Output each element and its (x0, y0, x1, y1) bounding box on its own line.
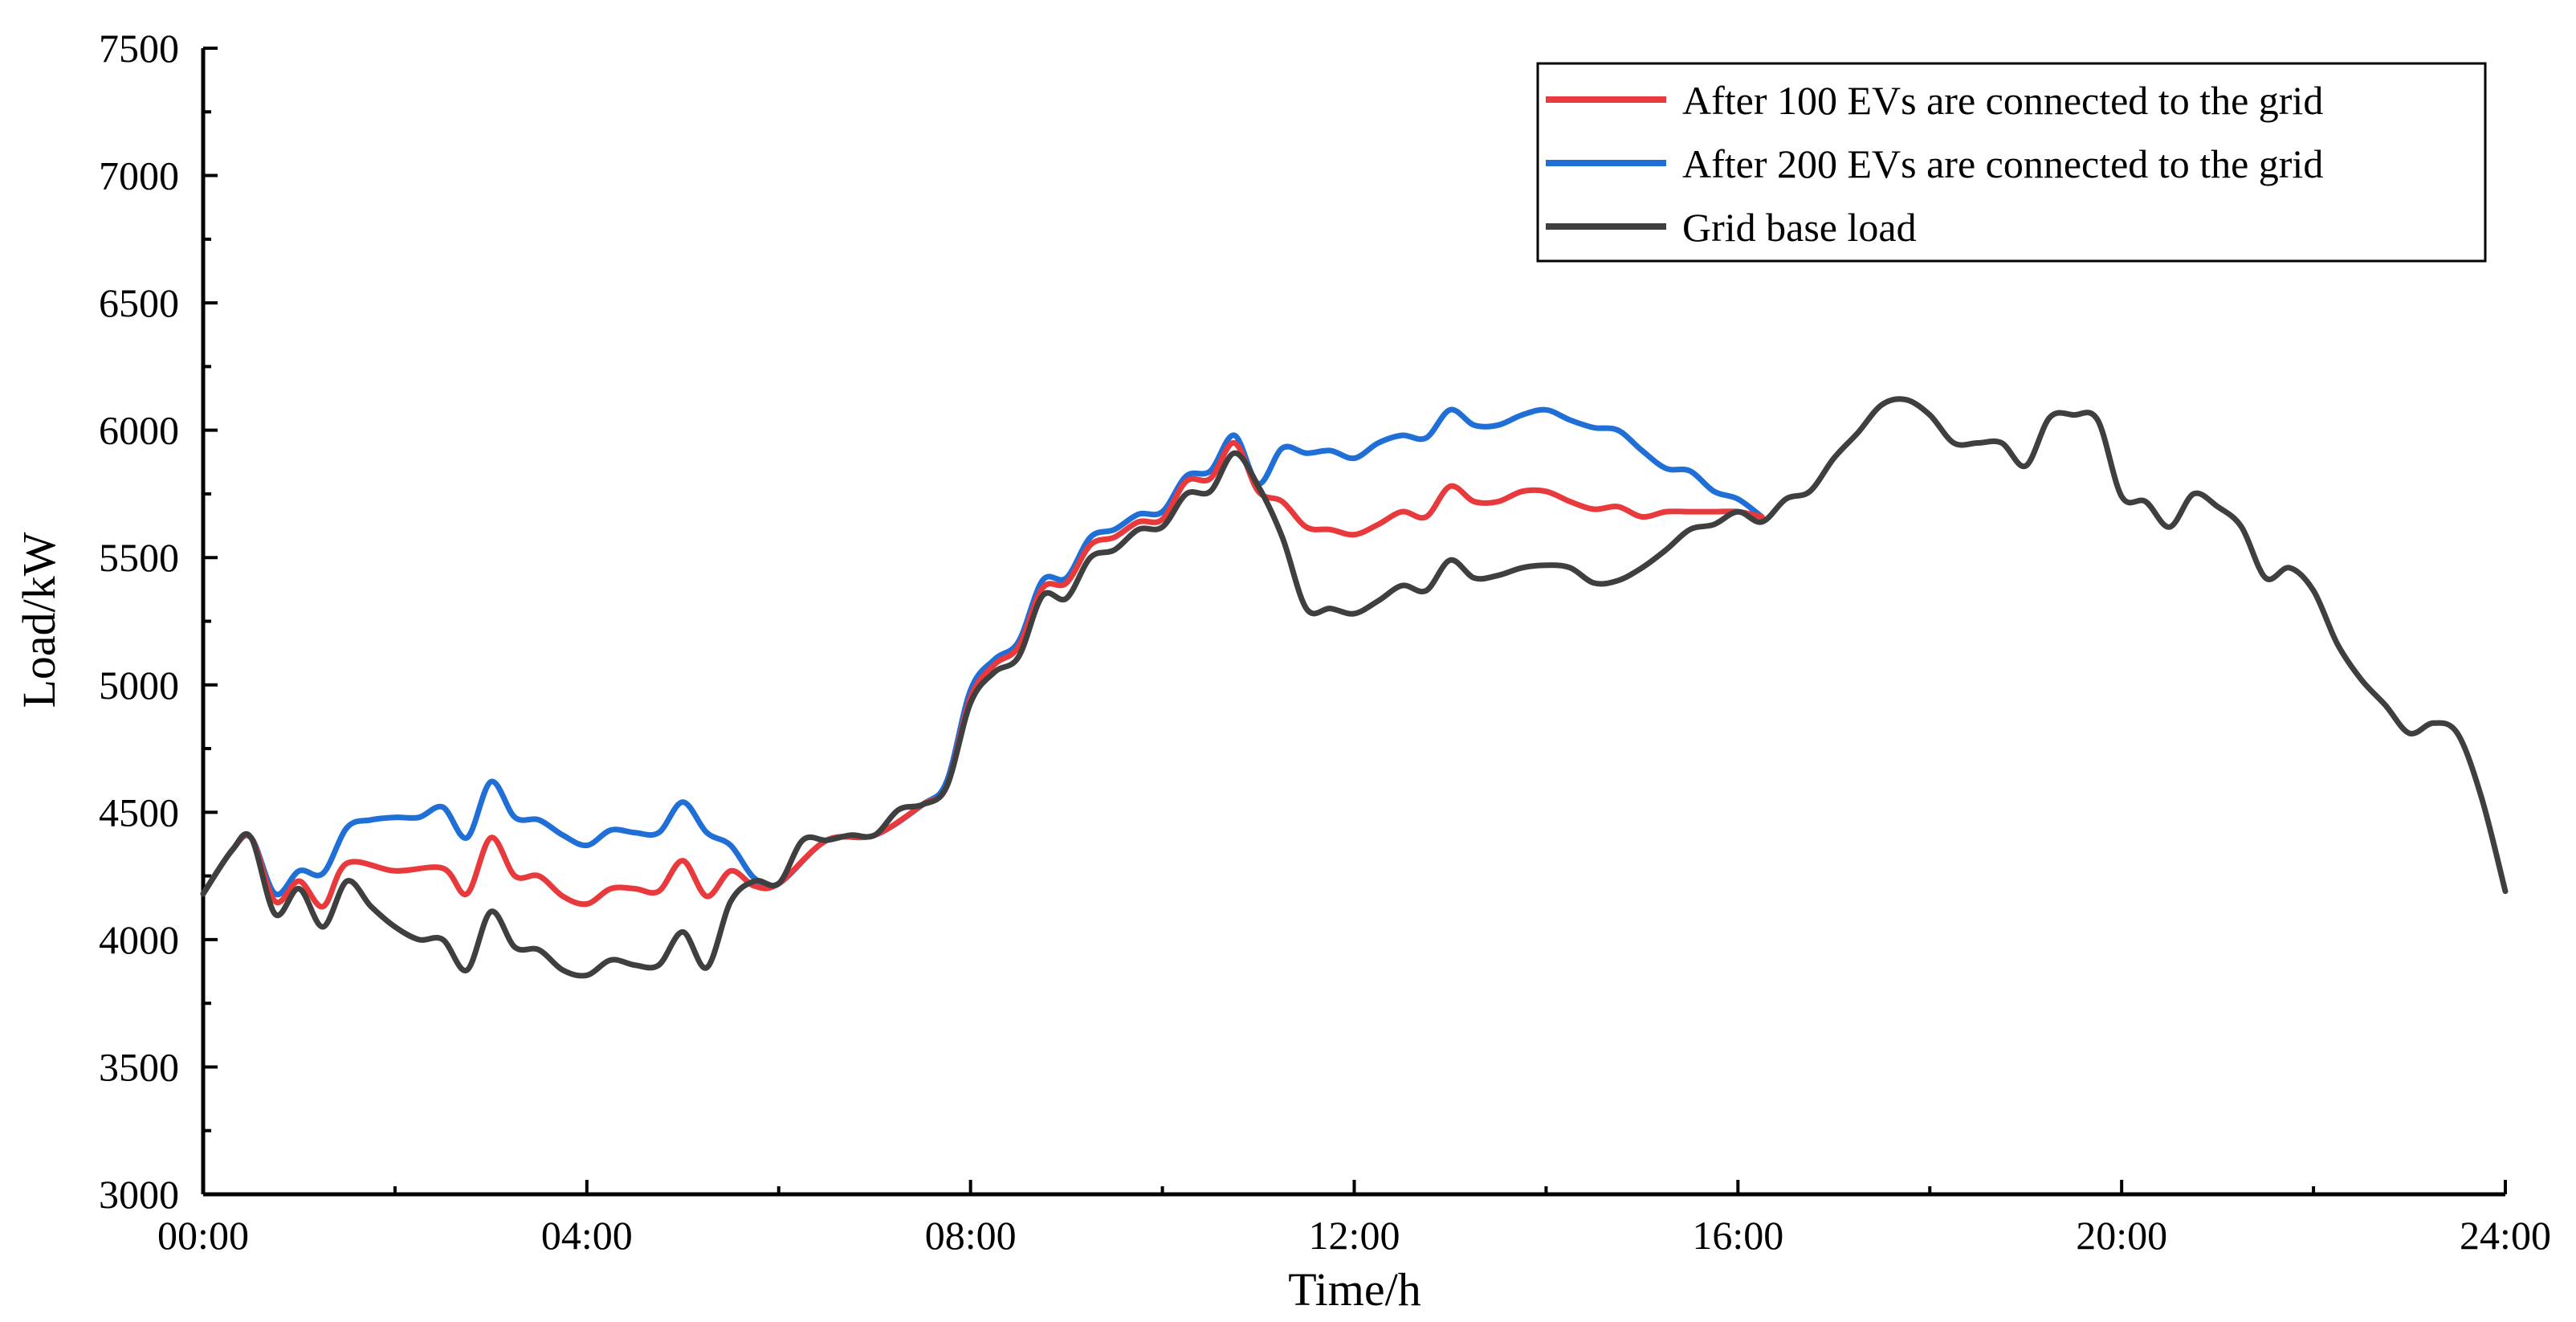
x-tick-label: 16:00 (1692, 1213, 1783, 1258)
y-tick-label: 4500 (99, 790, 179, 834)
x-tick-label: 04:00 (541, 1213, 633, 1258)
series-line-100-evs (200, 440, 1765, 910)
y-tick-label: 4000 (99, 917, 179, 962)
y-tick-label: 3000 (99, 1172, 179, 1217)
legend-label-200-evs: After 200 EVs are connected to the grid (1682, 141, 2323, 186)
x-tick-label: 12:00 (1309, 1213, 1400, 1258)
y-tick-label: 5500 (99, 535, 179, 580)
legend-label-100-evs: After 100 EVs are connected to the grid (1682, 78, 2323, 123)
axes: 00:00 04:00 08:00 12:00 16:00 20:00 24:00 3000… (99, 26, 2551, 1258)
y-tick-label: 6000 (99, 408, 179, 453)
y-tick-label: 6500 (99, 280, 179, 325)
x-tick-label: 00:00 (157, 1213, 249, 1258)
y-tick-label: 7000 (99, 153, 179, 198)
y-tick-label: 7500 (99, 26, 179, 71)
y-tick-label: 5000 (99, 663, 179, 708)
x-ticks: 00:00 04:00 08:00 12:00 16:00 20:00 24:00 (157, 1180, 2551, 1258)
legend-label-base-load: Grid base load (1682, 205, 1917, 250)
y-axis-title: Load/kW (13, 532, 65, 708)
x-tick-label: 24:00 (2460, 1213, 2551, 1258)
series-lines (200, 396, 2509, 979)
series-line-200-evs (200, 406, 1765, 898)
x-tick-label: 08:00 (925, 1213, 1017, 1258)
legend: After 100 EVs are connected to the grid … (1536, 62, 2487, 263)
legend-box (1536, 62, 2487, 263)
x-axis-title: Time/h (1288, 1263, 1420, 1316)
series-line-base-load (200, 396, 2509, 979)
y-ticks: 3000 3500 4000 4500 5000 5500 6000 6500 7000 7500 (99, 26, 218, 1217)
x-tick-label: 20:00 (2076, 1213, 2167, 1258)
y-tick-label: 3500 (99, 1044, 179, 1089)
